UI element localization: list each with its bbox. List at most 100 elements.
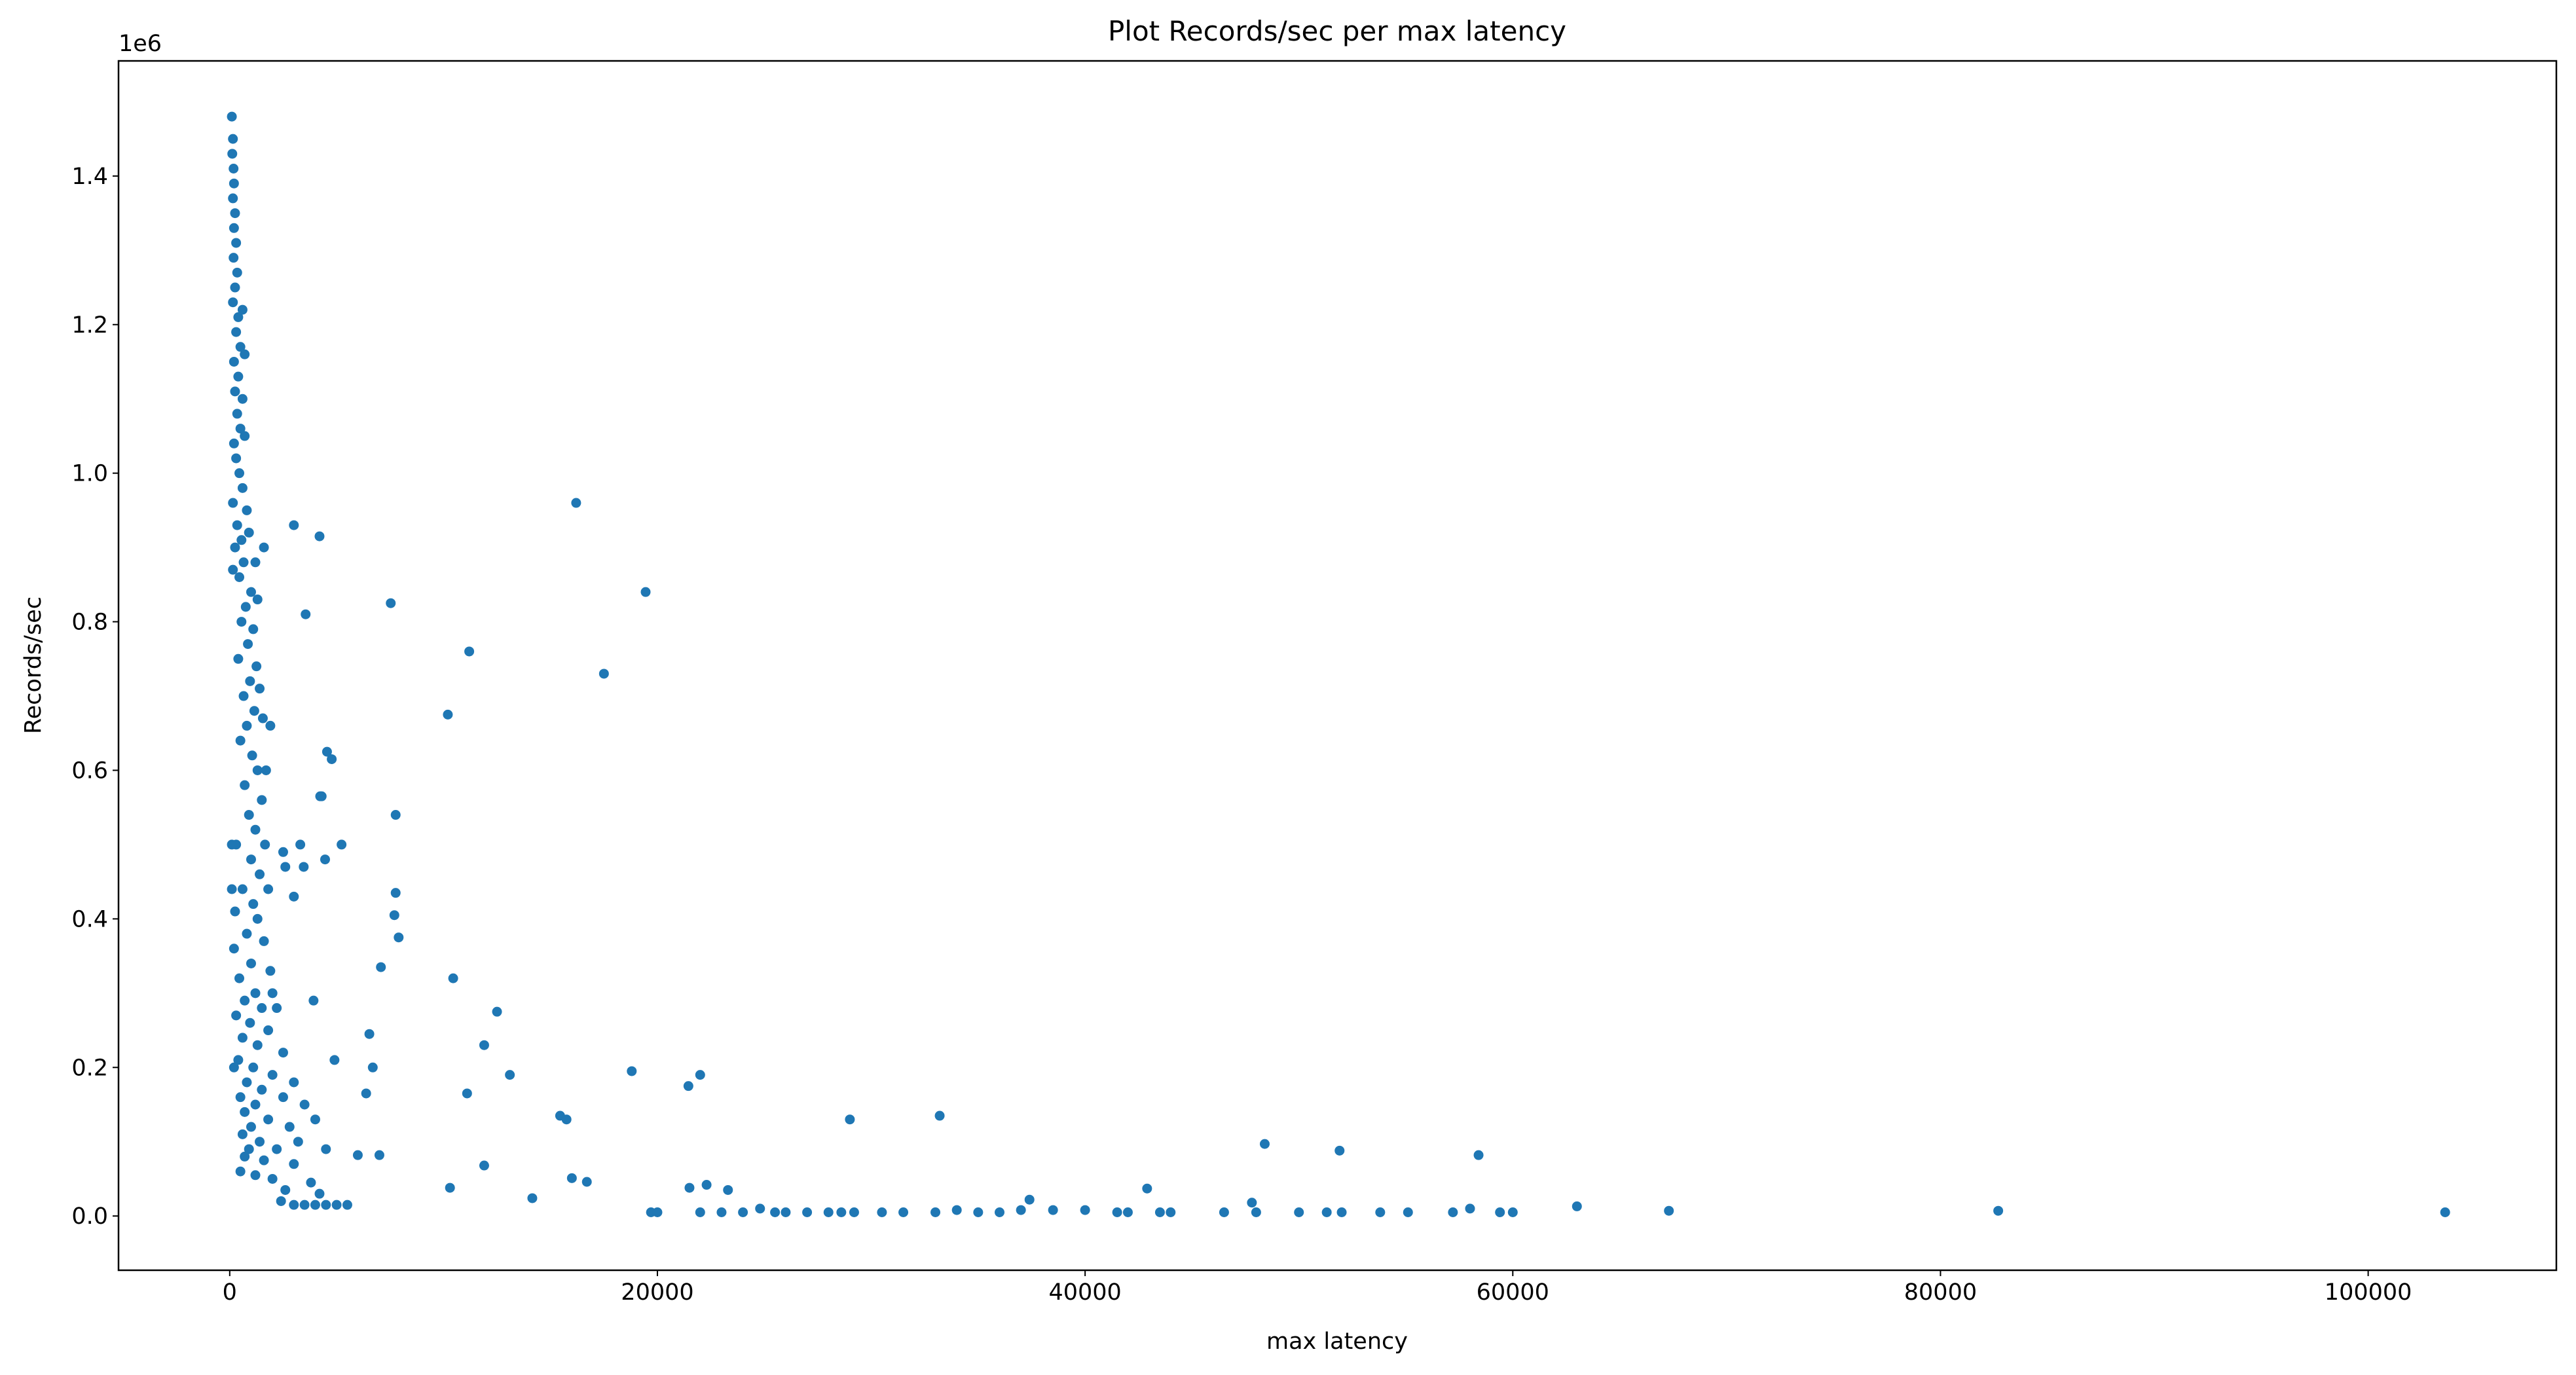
point	[238, 557, 249, 568]
point	[390, 810, 401, 820]
point	[228, 564, 238, 575]
y-tick-label: 1.0	[71, 461, 108, 487]
point	[235, 1166, 246, 1177]
point	[1219, 1207, 1229, 1218]
point	[684, 1182, 695, 1193]
point	[246, 1122, 256, 1132]
point	[228, 297, 238, 308]
point	[310, 1200, 320, 1210]
point	[257, 713, 268, 724]
point	[229, 1062, 239, 1072]
point	[464, 646, 475, 657]
point	[1495, 1207, 1505, 1218]
point	[229, 438, 239, 449]
point	[301, 609, 311, 619]
point	[701, 1180, 712, 1190]
point	[738, 1207, 748, 1218]
chart-title: Plot Records/sec per max latency	[1108, 15, 1566, 47]
x-tick-label: 60000	[1477, 1279, 1549, 1306]
point	[770, 1207, 781, 1218]
point	[240, 1151, 250, 1162]
point	[367, 1062, 378, 1072]
point	[240, 602, 251, 612]
point	[314, 1188, 325, 1199]
point	[1993, 1205, 2004, 1216]
point	[598, 669, 609, 679]
point	[289, 520, 299, 530]
point	[245, 676, 255, 686]
point	[230, 282, 240, 293]
point	[695, 1070, 705, 1080]
point	[259, 1155, 269, 1165]
point	[930, 1207, 941, 1218]
point	[320, 854, 330, 865]
point	[951, 1205, 962, 1215]
point	[267, 1173, 278, 1184]
point	[723, 1184, 733, 1195]
point	[376, 962, 386, 972]
point	[230, 542, 240, 553]
point	[230, 386, 240, 397]
point	[995, 1207, 1005, 1218]
point	[231, 453, 242, 464]
point	[237, 1033, 248, 1043]
point	[244, 1144, 254, 1154]
point	[898, 1207, 909, 1218]
point	[1572, 1201, 1582, 1211]
point	[237, 483, 248, 493]
point	[321, 1200, 331, 1210]
point	[240, 995, 250, 1006]
point	[255, 1137, 265, 1147]
point	[1321, 1207, 1332, 1218]
point	[445, 1182, 455, 1193]
point	[652, 1207, 663, 1218]
point	[240, 1107, 250, 1117]
x-tick-label: 100000	[2325, 1279, 2412, 1306]
point	[238, 691, 249, 701]
point	[240, 349, 250, 359]
point	[505, 1070, 515, 1080]
x-tick-label: 80000	[1904, 1279, 1977, 1306]
point	[228, 498, 238, 508]
point	[229, 164, 239, 174]
point	[265, 966, 276, 976]
point	[284, 1122, 295, 1132]
point	[250, 824, 261, 835]
point	[386, 598, 396, 608]
point	[246, 958, 256, 968]
point	[299, 862, 309, 872]
point	[836, 1207, 847, 1218]
x-tick-label: 20000	[621, 1279, 693, 1306]
point	[527, 1193, 538, 1203]
point	[1142, 1183, 1152, 1194]
point	[278, 847, 288, 857]
point	[255, 869, 265, 879]
point	[232, 267, 242, 278]
point	[260, 839, 270, 850]
point	[227, 111, 237, 122]
point	[233, 312, 244, 322]
point	[1664, 1205, 1674, 1216]
point	[289, 891, 299, 902]
point	[1112, 1207, 1122, 1218]
point	[227, 149, 238, 159]
point	[234, 572, 245, 582]
point	[237, 1129, 248, 1139]
y-tick-label: 0.8	[71, 610, 108, 636]
point	[228, 134, 238, 144]
point	[252, 913, 263, 924]
point	[331, 1200, 342, 1210]
point	[242, 720, 252, 731]
point	[280, 1184, 291, 1195]
point	[259, 542, 269, 553]
point	[316, 791, 327, 801]
point	[390, 888, 401, 898]
point	[236, 617, 247, 627]
y-tick-label: 1.4	[71, 164, 108, 190]
point	[237, 394, 248, 404]
point	[755, 1203, 765, 1214]
point	[322, 746, 332, 757]
point	[231, 1010, 242, 1021]
